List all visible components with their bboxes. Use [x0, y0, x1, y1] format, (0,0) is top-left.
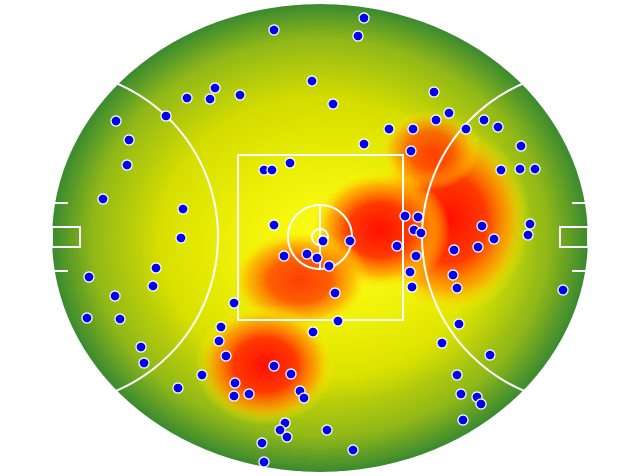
point	[177, 203, 189, 215]
point	[332, 315, 344, 327]
point	[522, 229, 534, 241]
point	[268, 24, 280, 36]
point	[228, 297, 240, 309]
point	[266, 164, 278, 176]
point	[268, 360, 280, 372]
point	[97, 193, 109, 205]
point	[274, 424, 286, 436]
point	[181, 92, 193, 104]
point	[484, 349, 496, 361]
point	[204, 93, 216, 105]
point	[229, 377, 241, 389]
point	[347, 444, 359, 456]
point	[160, 110, 172, 122]
point	[329, 287, 341, 299]
point	[448, 244, 460, 256]
point	[391, 240, 403, 252]
point	[307, 326, 319, 338]
point	[123, 134, 135, 146]
point	[488, 233, 500, 245]
point	[492, 121, 504, 133]
point	[147, 280, 159, 292]
point	[138, 357, 150, 369]
point	[529, 163, 541, 175]
point	[404, 266, 416, 278]
point	[410, 250, 422, 262]
point	[114, 313, 126, 325]
point	[135, 341, 147, 353]
point	[306, 75, 318, 87]
point	[150, 262, 162, 274]
point	[344, 235, 356, 247]
point	[228, 390, 240, 402]
point	[478, 114, 490, 126]
point	[447, 269, 459, 281]
point	[234, 89, 246, 101]
point	[455, 388, 467, 400]
point	[172, 382, 184, 394]
point	[215, 321, 227, 333]
point	[358, 138, 370, 150]
point	[213, 335, 225, 347]
point	[121, 159, 133, 171]
point	[407, 123, 419, 135]
point	[412, 211, 424, 223]
point	[436, 337, 448, 349]
point	[415, 227, 427, 239]
point	[475, 398, 487, 410]
point	[476, 220, 488, 232]
point	[514, 163, 526, 175]
point	[301, 248, 313, 260]
point	[495, 164, 507, 176]
point	[298, 392, 310, 404]
point	[83, 271, 95, 283]
point	[515, 140, 527, 152]
point	[460, 123, 472, 135]
point	[285, 368, 297, 380]
point	[109, 290, 121, 302]
point	[243, 388, 255, 400]
points	[81, 12, 569, 468]
point	[220, 350, 232, 362]
point	[281, 431, 293, 443]
point	[278, 250, 290, 262]
point	[323, 260, 335, 272]
point	[284, 157, 296, 169]
point	[472, 241, 484, 253]
point	[256, 437, 268, 449]
point	[428, 86, 440, 98]
point	[383, 123, 395, 135]
point	[175, 232, 187, 244]
point	[453, 318, 465, 330]
point	[451, 369, 463, 381]
point	[311, 252, 323, 264]
point	[358, 12, 370, 24]
point	[258, 456, 270, 468]
point	[406, 281, 418, 293]
point	[524, 218, 536, 230]
point	[405, 145, 417, 157]
point	[327, 98, 339, 110]
point	[196, 369, 208, 381]
point	[268, 219, 280, 231]
point	[399, 210, 411, 222]
point	[557, 284, 569, 296]
point	[457, 414, 469, 426]
point	[443, 107, 455, 119]
point	[451, 282, 463, 294]
point	[321, 424, 333, 436]
point	[352, 30, 364, 42]
point	[110, 115, 122, 127]
point	[209, 82, 221, 94]
point	[317, 235, 329, 247]
point	[81, 312, 93, 324]
point	[430, 114, 442, 126]
